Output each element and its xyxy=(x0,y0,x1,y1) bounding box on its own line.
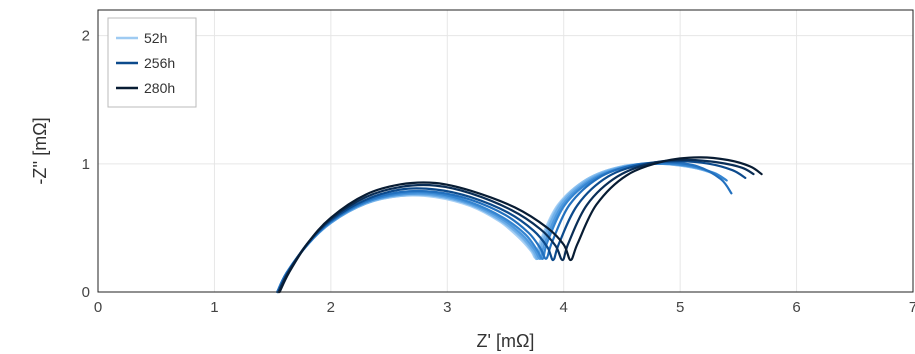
series-line-4 xyxy=(276,162,726,294)
x-tick-label: 5 xyxy=(676,299,684,316)
x-tick-label: 4 xyxy=(560,299,568,316)
y-tick-label: 1 xyxy=(82,156,90,173)
x-axis-label: Z' [mΩ] xyxy=(477,331,535,351)
y-tick-label: 2 xyxy=(82,28,90,45)
grid xyxy=(97,10,914,293)
x-tick-label: 1 xyxy=(210,299,218,316)
legend: 52h 256h 280h xyxy=(107,17,197,108)
legend-label: 52h xyxy=(144,30,167,46)
y-axis-label: -Z'' [mΩ] xyxy=(30,117,50,184)
series-line-5 xyxy=(276,162,728,294)
x-tick-label: 2 xyxy=(327,299,335,316)
x-tick-label: 6 xyxy=(792,299,800,316)
legend-label: 256h xyxy=(144,55,175,71)
tick-labels: 0 1 2 3 4 5 6 7 0 1 2 xyxy=(82,28,915,316)
series-line-9 xyxy=(278,156,763,294)
legend-label: 280h xyxy=(144,80,175,96)
series-lines xyxy=(276,156,763,294)
series-line-1 xyxy=(276,162,722,294)
series-line-7 xyxy=(277,160,747,294)
y-tick-label: 0 xyxy=(82,284,90,301)
x-tick-label: 3 xyxy=(443,299,451,316)
series-line-6 xyxy=(276,161,733,294)
x-tick-label: 7 xyxy=(909,299,915,316)
plot-frame xyxy=(97,9,914,293)
x-tick-label: 0 xyxy=(94,299,102,316)
series-line-3 xyxy=(276,162,724,294)
series-line-2 xyxy=(276,162,721,294)
